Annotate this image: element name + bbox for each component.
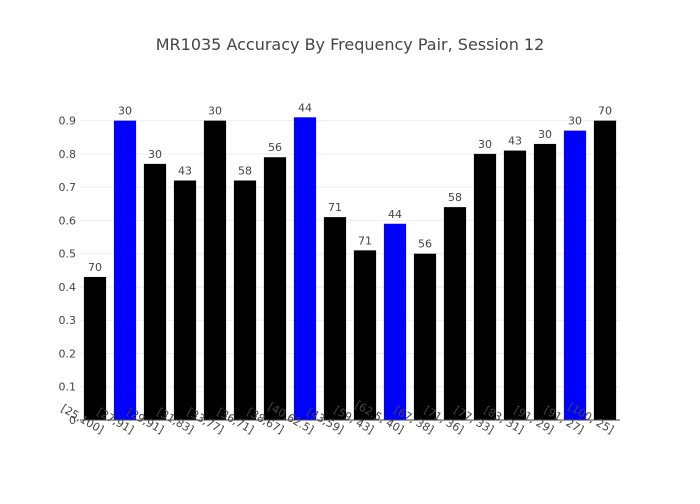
bar-data-label: 30 [538,128,552,141]
y-tick-label: 0.1 [59,381,77,394]
bar-data-label: 30 [208,105,222,118]
bar-data-label: 44 [388,208,402,221]
y-tick-label: 0.2 [59,347,77,360]
y-tick-label: 0.9 [59,115,77,128]
bars [83,117,617,421]
bar [173,180,197,420]
y-tick-label: 0.7 [59,181,77,194]
bar [353,250,377,420]
bar [263,157,287,420]
bar [593,120,617,421]
bar [203,120,227,421]
bar [383,223,407,420]
bar [473,153,497,420]
chart-title: MR1035 Accuracy By Frequency Pair, Sessi… [156,35,545,54]
bar-data-label: 30 [148,148,162,161]
y-tick-label: 0.8 [59,148,77,161]
bar [143,163,167,420]
bar [563,130,587,420]
y-tick-label: 0.6 [59,214,77,227]
bar-data-label: 70 [598,105,612,118]
bar-data-label: 43 [508,135,522,148]
y-tick-label: 0 [69,414,76,427]
x-axis-ticks: [25,100][27,91][29,91][31,83][33,77][36,… [59,398,616,436]
bar [413,253,437,420]
bar-data-label: 44 [298,101,312,114]
bar [293,117,317,421]
bar [533,143,557,420]
bar-data-label: 71 [358,234,372,247]
y-tick-label: 0.3 [59,314,77,327]
y-tick-label: 0.5 [59,248,77,261]
bar-data-label: 30 [118,105,132,118]
bar-data-label: 58 [238,165,252,178]
bar-data-label: 43 [178,165,192,178]
bar [233,180,257,420]
bar [443,207,467,420]
y-axis-ticks: 0 0.1 0.2 0.3 0.4 0.5 0.6 0.7 0.8 0.9 [59,115,77,427]
bar [503,150,527,421]
y-tick-label: 0.4 [59,281,77,294]
bar-data-label: 56 [418,238,432,251]
gridlines [80,120,620,388]
bar-data-label: 56 [268,141,282,154]
data-labels: 70 30 30 43 30 58 56 44 71 71 44 56 58 30 43 30 30 70 [88,101,612,274]
bar [323,217,347,420]
bar-data-label: 30 [478,138,492,151]
bar-data-label: 30 [568,115,582,128]
bar [113,120,137,421]
bar-data-label: 70 [88,261,102,274]
bar-data-label: 71 [328,201,342,214]
bar-data-label: 58 [448,191,462,204]
bar [83,276,107,420]
